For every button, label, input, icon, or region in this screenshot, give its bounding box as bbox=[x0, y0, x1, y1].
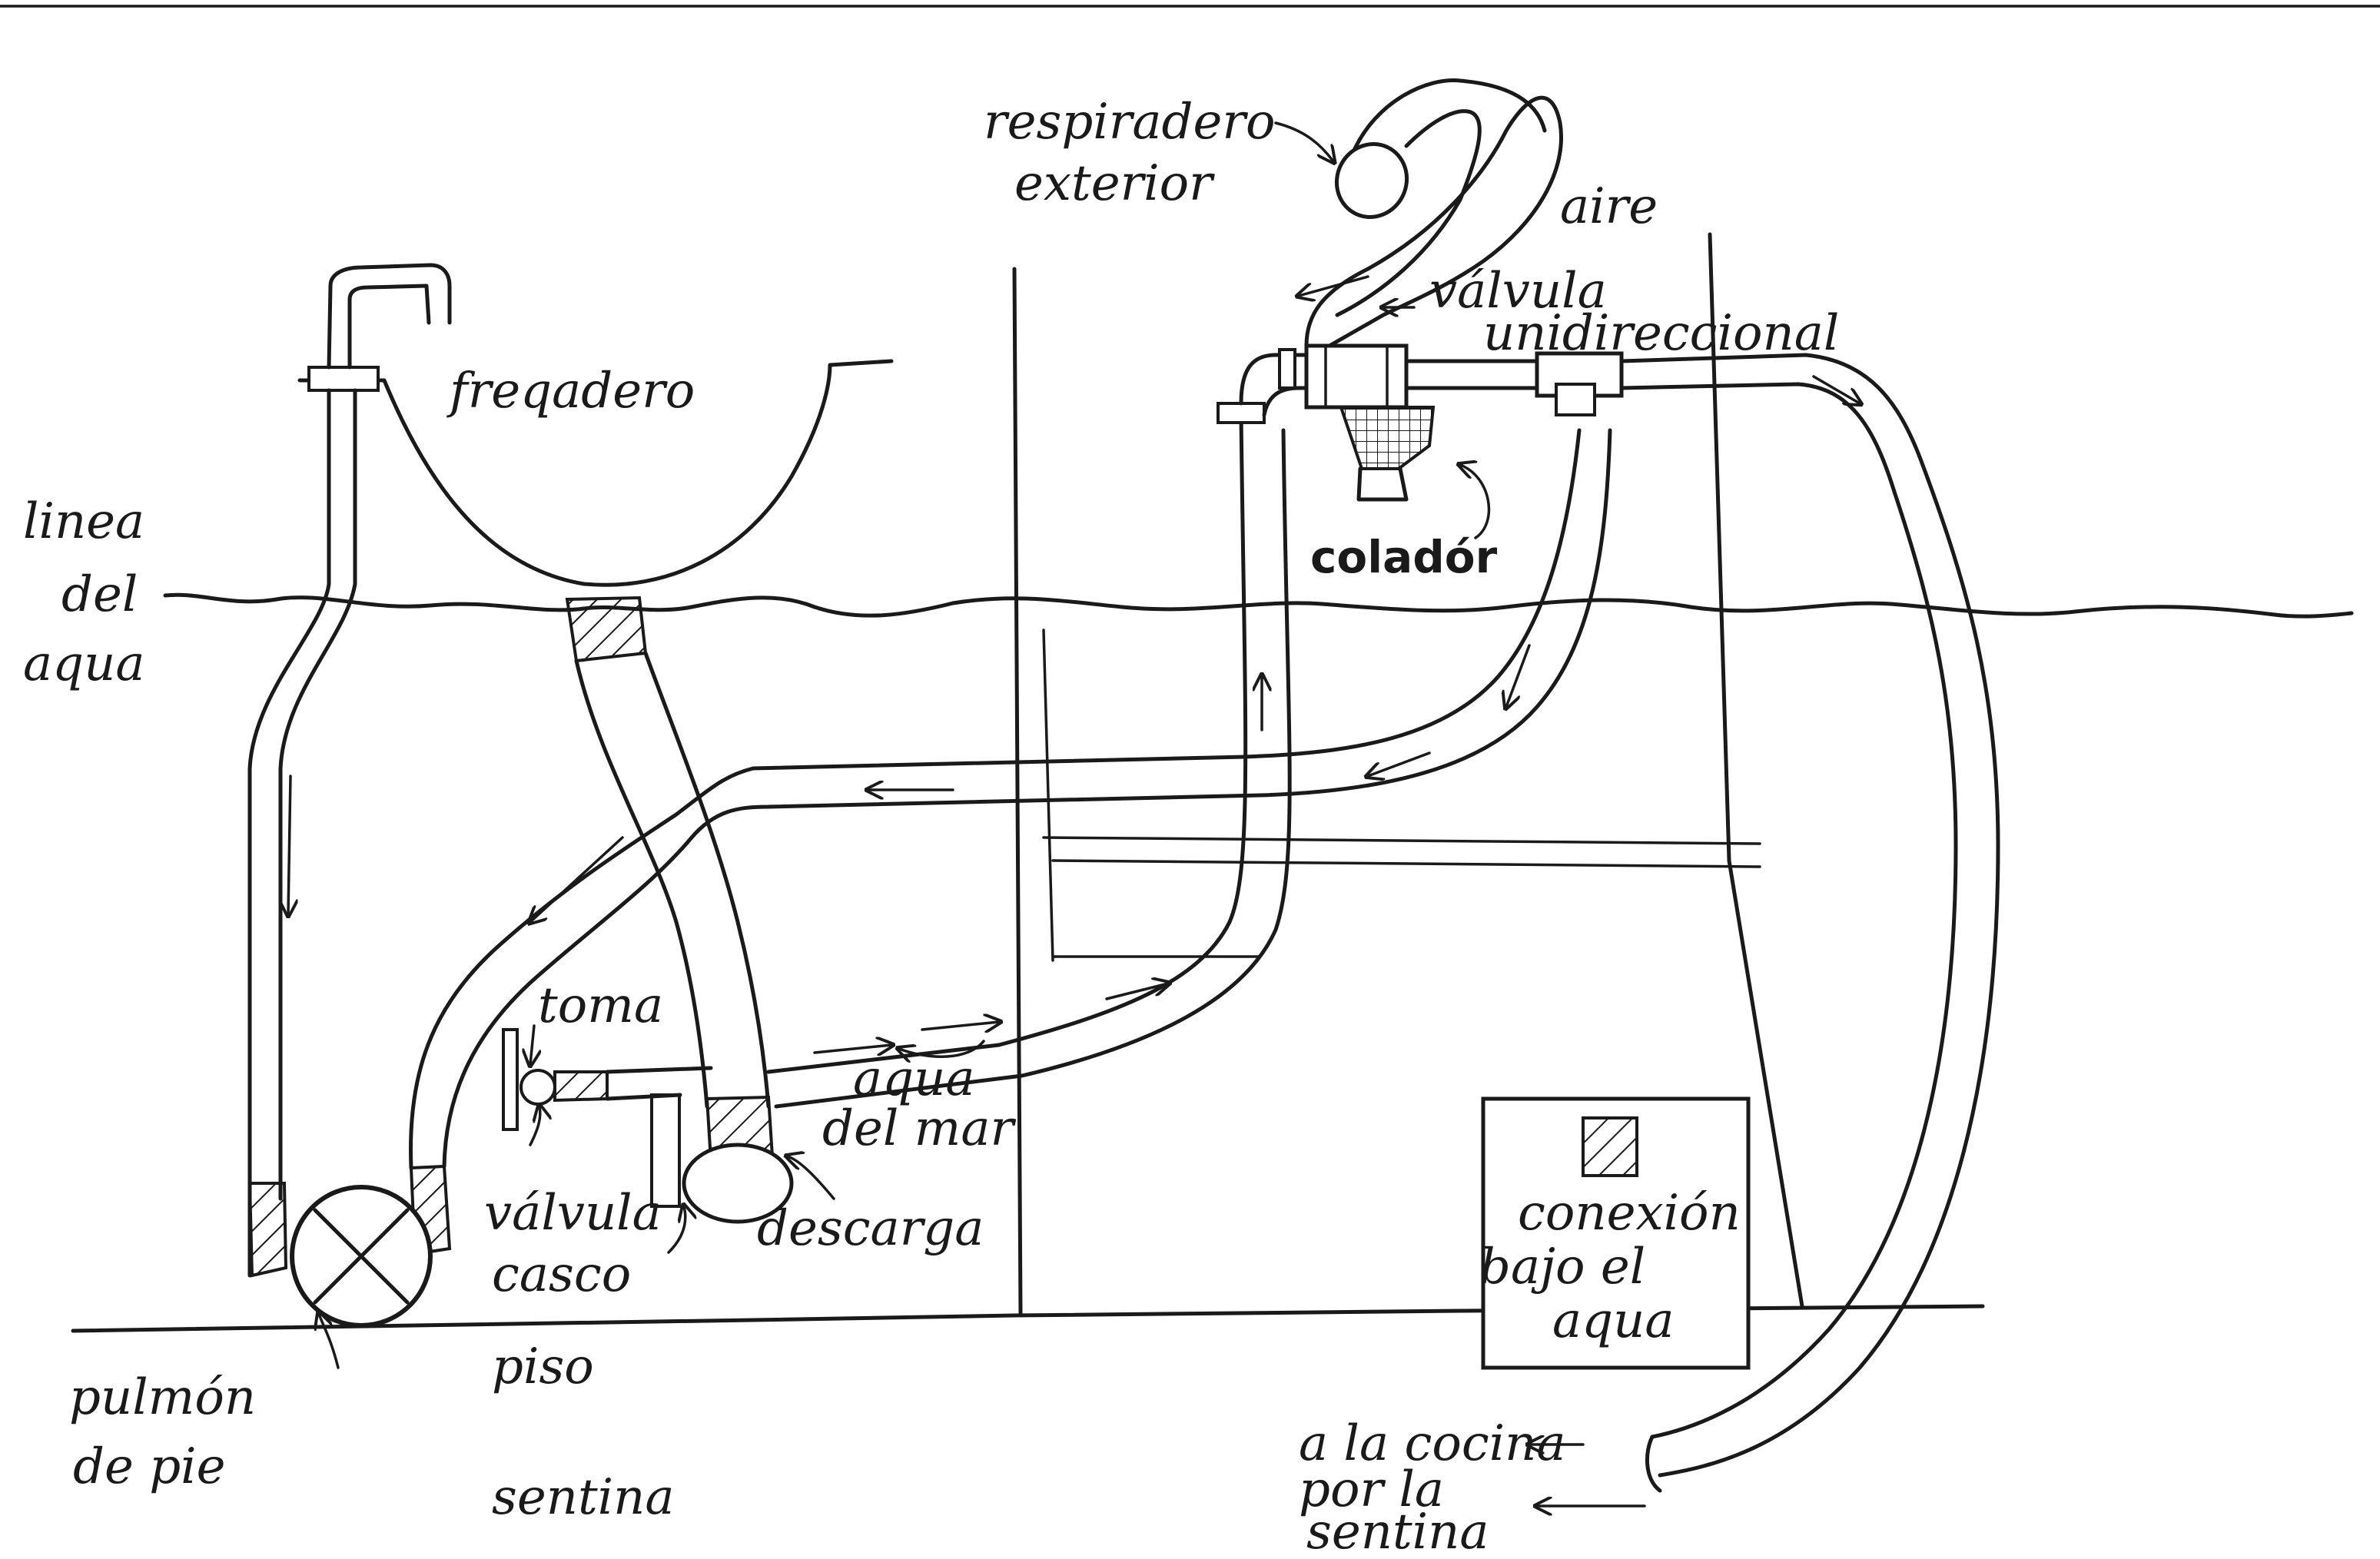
label-agua-mar-2: del mar bbox=[822, 1100, 1017, 1157]
strainer-valve-assembly bbox=[1217, 343, 2000, 1493]
label-del: del bbox=[61, 566, 138, 623]
label-respiradero: respiradero bbox=[984, 94, 1275, 151]
legend-box bbox=[1481, 1096, 1751, 1370]
label-valvula-unidireccional-1: válvula bbox=[1429, 263, 1607, 320]
labels: respiradero exterior aire válvula unidir… bbox=[23, 94, 1839, 1559]
label-valvula-casco-2: casco bbox=[492, 1246, 631, 1303]
label-piso: piso bbox=[492, 1338, 594, 1395]
pump-intake-hose bbox=[409, 428, 1612, 1170]
label-aire: aire bbox=[1560, 178, 1658, 235]
label-agua-mar-1: aqua bbox=[853, 1050, 975, 1107]
water-line bbox=[163, 592, 2354, 619]
seawater-intake bbox=[502, 413, 1292, 1131]
label-conexion: conexión bbox=[1518, 1185, 1741, 1242]
faucet-supply-hose bbox=[247, 388, 357, 1278]
label-por-la: por la bbox=[1299, 1461, 1444, 1518]
label-aqua: aqua bbox=[23, 635, 145, 692]
sink-basin bbox=[297, 263, 894, 587]
sink-drain-hose bbox=[565, 595, 794, 1224]
label-exterior: exterior bbox=[1014, 155, 1215, 212]
label-colador: coladór bbox=[1310, 531, 1498, 583]
label-sentina: sentina bbox=[492, 1469, 675, 1526]
foot-pump bbox=[247, 1164, 452, 1328]
vent-hose bbox=[1299, 78, 1563, 348]
label-valvula-unidireccional-2: unidireccional bbox=[1483, 305, 1839, 362]
label-a-la-cocina: a la cocina bbox=[1299, 1415, 1566, 1472]
label-toma: toma bbox=[538, 977, 663, 1034]
label-bajo-el: bajo el bbox=[1479, 1239, 1645, 1295]
label-pulmon: pulmón bbox=[69, 1369, 256, 1426]
label-valvula-casco-1: válvula bbox=[484, 1185, 662, 1242]
label-fregadero: freqadero bbox=[446, 363, 695, 420]
label-agua-conexion: aqua bbox=[1552, 1292, 1675, 1349]
label-sentina-cocina: sentina bbox=[1306, 1504, 1489, 1559]
pointer-arrows bbox=[319, 121, 1646, 1506]
label-linea: linea bbox=[23, 493, 144, 550]
label-de-pie: de pie bbox=[73, 1438, 226, 1495]
label-descarga: descarga bbox=[757, 1200, 984, 1257]
